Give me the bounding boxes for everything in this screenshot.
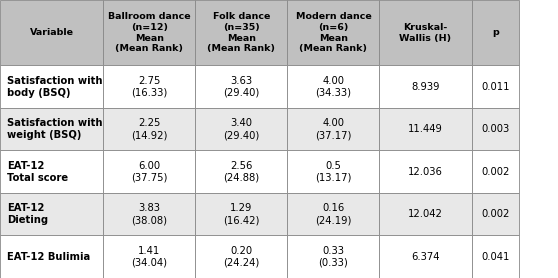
Bar [0,193,103,235]
Bar [472,0,519,65]
Text: EAT-12
Total score: EAT-12 Total score [7,161,68,183]
Bar [195,193,287,235]
Text: 12.036: 12.036 [408,167,443,177]
Text: 0.20
(24.24): 0.20 (24.24) [223,246,259,268]
Bar [287,65,379,108]
Text: Modern dance
(n=6)
Mean
(Mean Rank): Modern dance (n=6) Mean (Mean Rank) [296,12,371,53]
Text: 0.003: 0.003 [481,124,509,134]
Text: 8.939: 8.939 [411,82,440,91]
Text: EAT-12
Dieting: EAT-12 Dieting [7,203,48,225]
Text: 3.83
(38.08): 3.83 (38.08) [131,203,167,225]
Text: 1.41
(34.04): 1.41 (34.04) [131,246,167,268]
Bar [379,193,472,235]
Bar [0,150,103,193]
Bar [103,235,195,278]
Text: p: p [492,28,499,37]
Text: 0.041: 0.041 [481,252,509,262]
Text: Variable: Variable [30,28,74,37]
Bar [472,108,519,150]
Bar [472,65,519,108]
Bar [379,0,472,65]
Text: 0.5
(13.17): 0.5 (13.17) [315,161,352,183]
Text: 0.011: 0.011 [481,82,509,91]
Bar [195,65,287,108]
Bar [0,65,103,108]
Bar [195,235,287,278]
Bar [472,150,519,193]
Bar [287,108,379,150]
Text: 4.00
(34.33): 4.00 (34.33) [315,76,352,98]
Bar [103,108,195,150]
Text: 3.63
(29.40): 3.63 (29.40) [223,76,259,98]
Text: 2.75
(16.33): 2.75 (16.33) [131,76,167,98]
Bar [379,108,472,150]
Bar [472,193,519,235]
Bar [379,65,472,108]
Text: EAT-12 Bulimia: EAT-12 Bulimia [7,252,90,262]
Bar [287,150,379,193]
Text: 0.002: 0.002 [481,209,509,219]
Bar [287,0,379,65]
Text: 11.449: 11.449 [408,124,443,134]
Text: 4.00
(37.17): 4.00 (37.17) [315,118,352,140]
Text: 1.29
(16.42): 1.29 (16.42) [223,203,259,225]
Bar [195,0,287,65]
Text: 12.042: 12.042 [408,209,443,219]
Text: 0.16
(24.19): 0.16 (24.19) [315,203,352,225]
Text: 0.002: 0.002 [481,167,509,177]
Bar [0,235,103,278]
Bar [287,235,379,278]
Text: Satisfaction with
weight (BSQ): Satisfaction with weight (BSQ) [7,118,102,140]
Bar [379,235,472,278]
Text: 3.40
(29.40): 3.40 (29.40) [223,118,259,140]
Bar [103,0,195,65]
Bar [195,150,287,193]
Text: 6.00
(37.75): 6.00 (37.75) [131,161,167,183]
Text: Ballroom dance
(n=12)
Mean
(Mean Rank): Ballroom dance (n=12) Mean (Mean Rank) [108,12,191,53]
Text: 2.25
(14.92): 2.25 (14.92) [131,118,167,140]
Text: Kruskal-
Wallis (H): Kruskal- Wallis (H) [400,23,451,43]
Text: Satisfaction with
body (BSQ): Satisfaction with body (BSQ) [7,76,102,98]
Bar [0,108,103,150]
Text: 0.33
(0.33): 0.33 (0.33) [319,246,348,268]
Text: Folk dance
(n=35)
Mean
(Mean Rank): Folk dance (n=35) Mean (Mean Rank) [208,12,275,53]
Bar [195,108,287,150]
Text: 2.56
(24.88): 2.56 (24.88) [223,161,259,183]
Bar [0,0,103,65]
Bar [287,193,379,235]
Bar [103,150,195,193]
Bar [103,193,195,235]
Bar [472,235,519,278]
Bar [103,65,195,108]
Bar [379,150,472,193]
Text: 6.374: 6.374 [411,252,440,262]
